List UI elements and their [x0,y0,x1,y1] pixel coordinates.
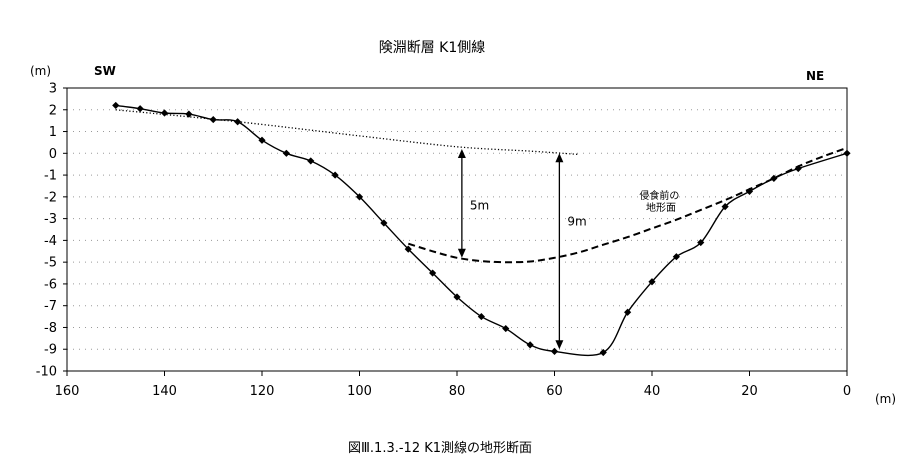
grid [67,109,847,350]
pre-erosion-surface-label-line1: 侵食前の [639,189,679,202]
x-axis: 160 140 120 100 80 60 40 20 0 [55,371,851,399]
data-point-marker [843,149,851,157]
x-tick-label: 60 [546,384,563,399]
y-tick-label: 3 [49,82,57,97]
y-tick-label: -9 [44,343,57,358]
data-point-marker [258,136,266,144]
arrow-head-down [555,340,564,350]
direction-left-label: SW [94,64,116,78]
data-point-marker [136,105,144,113]
data-point-marker [307,157,315,165]
data-point-marker [794,164,802,173]
pre-erosion-surface-label-line2: 地形面 [646,201,676,214]
data-point-marker [185,110,193,118]
arrow-head-up [555,153,564,163]
chart-title: 険淵断層 K1側線 [379,40,486,56]
y-tick-label: 0 [49,147,57,162]
series-dashed-line [408,146,848,264]
arrow-head-down [457,248,466,258]
figure-caption: 図Ⅲ.1.3.-12 K1測線の地形断面 [348,440,532,456]
x-tick-label: 140 [152,384,177,399]
y-tick-label: -1 [44,169,57,184]
x-tick-label: 40 [644,384,661,399]
data-point-marker [282,149,290,157]
dimension-label: 9m [567,214,586,228]
y-unit-label: (m) [30,64,51,78]
x-tick-label: 20 [741,384,758,399]
y-tick-label: -5 [44,256,57,271]
data-point-marker [770,174,778,182]
x-tick-label: 0 [843,384,851,399]
plot-frame [66,87,848,372]
x-tick-label: 100 [347,384,372,399]
y-tick-label: -10 [36,365,57,380]
series-dotted-line [115,109,579,156]
data-point-marker [672,253,680,261]
y-tick-label: -4 [44,234,57,249]
x-unit-label: (m) [875,392,896,406]
data-point-marker [550,347,559,356]
data-point-marker [697,238,705,247]
direction-right-label: NE [806,69,824,83]
data-point-marker [331,171,339,179]
data-point-marker [721,203,729,211]
data-point-marker [599,348,607,357]
data-point-marker [526,341,534,349]
x-tick-label: 160 [55,384,80,399]
x-tick-label: 80 [449,384,466,399]
y-tick-label: -7 [44,299,57,314]
data-point-marker [624,308,632,316]
data-point-marker [648,278,656,286]
data-point-marker [502,324,510,333]
y-tick-label: -3 [44,212,57,227]
arrow-head-up [457,148,466,158]
data-point-marker [234,118,242,126]
pre-erosion-surface-label: 侵食前の 地形面 [639,189,682,214]
annotations: 5m 9m [457,148,587,350]
y-tick-label: 1 [49,125,57,140]
data-point-marker [745,187,754,196]
x-tick-label: 120 [250,384,275,399]
data-point-marker [112,101,120,110]
data-point-marker [453,293,461,301]
y-tick-label: -6 [44,277,57,292]
dimension-label: 5m [470,198,489,212]
data-point-marker [477,312,485,321]
data-point-marker [404,245,412,253]
data-point-marker [160,109,169,117]
y-tick-label: 2 [49,103,57,118]
data-point-marker [429,269,437,277]
data-point-marker [380,219,388,227]
series-group [112,101,851,357]
y-axis: 3 2 1 0 -1 -2 -3 -4 -5 -6 -7 -8 -9 -10 [36,82,67,380]
data-point-marker [355,193,364,201]
y-tick-label: -2 [44,190,57,205]
data-point-marker [209,115,217,124]
y-tick-label: -8 [44,321,57,336]
